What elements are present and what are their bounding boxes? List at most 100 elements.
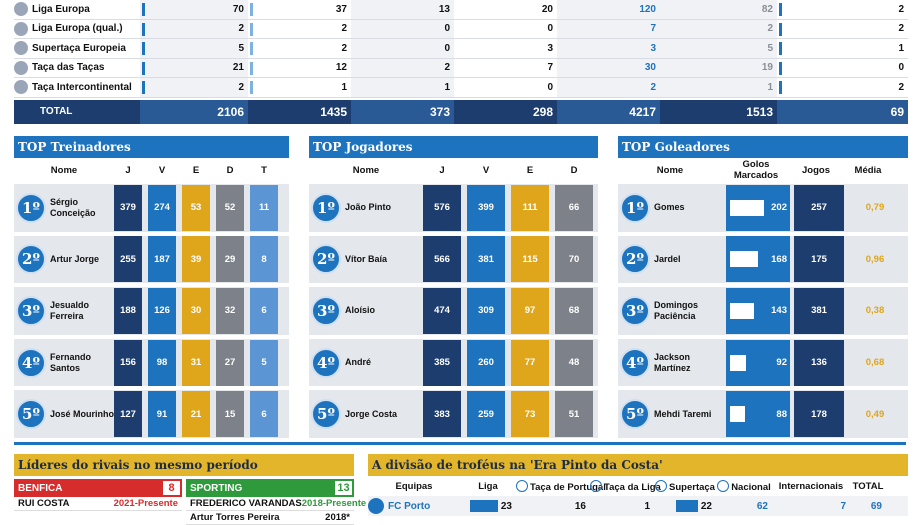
rank-badge: 1º — [311, 192, 341, 223]
competition-name: Liga Europa — [32, 3, 90, 15]
person-name: Artur Jorge — [50, 253, 100, 264]
trophy-value: 22 — [700, 500, 712, 512]
ranking-row: 1º João Pinto 576 399 111 66 — [309, 182, 598, 234]
person-name: Gomes — [654, 202, 685, 213]
total-value: 298 — [454, 99, 557, 124]
column-label: Taça de Portugal — [530, 481, 606, 493]
competition-value: 70 — [140, 0, 248, 19]
column-header: Equipas — [368, 481, 460, 492]
competition-icon — [655, 479, 668, 492]
divider — [14, 442, 906, 445]
ranking-row: 4º Fernando Santos 156 98 31 27 5 — [14, 337, 289, 389]
ranking-row: 2º Artur Jorge 255 187 39 29 8 — [14, 234, 289, 286]
rank-badge: 5º — [620, 399, 650, 430]
bar-tick — [250, 61, 253, 75]
competition-value: 21 — [140, 58, 248, 77]
bar-tick — [250, 42, 253, 55]
stat-cell: 6 — [250, 391, 278, 438]
person-name: José Mourinho — [50, 408, 115, 419]
column-header: Nome — [50, 164, 78, 176]
competition-value: 0 — [547, 81, 553, 93]
rank-badge: 2º — [311, 244, 341, 275]
benfica-column: BENFICA 8 RUI COSTA 2021-Presente — [14, 479, 182, 525]
column-header: Taça de Portugal — [516, 479, 606, 493]
trophy-cell: 7 — [772, 501, 850, 512]
stat-cell: 126 — [148, 287, 176, 334]
stat-cell: 8 — [250, 236, 278, 283]
top-treinadores-panel: TOP Treinadores Nome J V E D T 1º Sérgio Conce… — [14, 136, 289, 438]
rank-badge: 3º — [620, 295, 650, 326]
goals-fill — [730, 406, 745, 423]
column-header: TOTAL — [850, 481, 886, 492]
stat-cell: 381 — [467, 236, 505, 283]
competition-value: 2 — [140, 19, 248, 38]
person-name: Vítor Baía — [345, 253, 388, 264]
panel-title: TOP Jogadores — [309, 136, 598, 158]
competition-value: 3 — [557, 39, 660, 58]
person-name: Jardel — [654, 253, 681, 264]
trophy-icon — [14, 2, 28, 17]
column-headers: Nome J V E D T — [14, 158, 289, 182]
president-years: 2021-Presente — [113, 498, 178, 509]
rank-badge: 4º — [16, 347, 46, 378]
rank-badge: 1º — [620, 192, 650, 223]
total-value: 1513 — [660, 99, 777, 124]
stat-cell: 6 — [250, 287, 278, 334]
competition-value: 30 — [557, 58, 660, 77]
bar-tick — [142, 81, 145, 94]
club-count: 8 — [163, 481, 180, 495]
ranking-row: 4º Jackson Martínez 92 136 0,68 — [618, 337, 908, 389]
games-cell: 175 — [794, 236, 844, 283]
bar-tick — [779, 81, 782, 94]
column-label: Equipas — [395, 480, 433, 492]
competition-icon — [717, 479, 730, 492]
column-header: Golos Marcados — [733, 159, 779, 181]
top-jogadores-panel: TOP Jogadores Nome J V E D 1º João Pinto 576 39… — [309, 136, 598, 438]
person-name: Mehdi Taremi — [654, 408, 712, 419]
competition-row: Liga Europa (qual.) 2 2 0 0 7 2 2 — [14, 19, 908, 39]
trophies-title: A divisão de troféus na 'Era Pinto da Co… — [368, 454, 908, 476]
competition-row: Taça das Taças 21 12 2 7 30 19 0 — [14, 58, 908, 78]
stat-cell: 255 — [114, 236, 142, 283]
games-cell: 136 — [794, 339, 844, 386]
column-header: J — [439, 164, 445, 176]
trophy-value: 69 — [870, 500, 882, 512]
rank-badge: 5º — [311, 399, 341, 430]
total-value: 373 — [351, 99, 454, 124]
stat-cell: 385 — [423, 339, 461, 386]
stat-cell: 127 — [114, 391, 142, 438]
stat-cell: 27 — [216, 339, 244, 386]
trophy-cell: 23 — [460, 500, 516, 512]
goals-bar: 143 — [726, 287, 790, 334]
club-name: BENFICA — [18, 482, 63, 494]
column-label: TOTAL — [852, 480, 884, 492]
rank-badge: 4º — [311, 347, 341, 378]
competition-value: 1 — [248, 78, 351, 97]
team-cell: FC Porto — [368, 498, 460, 514]
ranking-row: 5º José Mourinho 127 91 21 15 6 — [14, 388, 289, 440]
competition-value: 2 — [351, 58, 454, 77]
trophy-icon — [14, 21, 28, 36]
goals-fill — [730, 354, 746, 371]
bar-tick — [250, 3, 253, 16]
sporting-header: SPORTING 13 — [186, 479, 354, 497]
stat-cell: 29 — [216, 236, 244, 283]
competitions-table: Liga Europa 70 37 13 20 120 82 2 Liga Europa (qu… — [14, 0, 908, 124]
person-name: Domingos Paciência — [654, 299, 698, 321]
stat-cell: 15 — [216, 391, 244, 438]
person-name: Jesualdo Ferreira — [50, 299, 90, 321]
competition-value: 12 — [248, 59, 351, 78]
fc-porto-crest-icon — [368, 498, 384, 514]
trophy-cell: 62 — [716, 501, 772, 512]
competition-value: 3 — [547, 42, 553, 54]
trophy-cell: 16 — [516, 501, 590, 512]
total-value: 69 — [777, 99, 908, 124]
rivals-panel: Líderes do rivais no mesmo período BENFI… — [14, 454, 366, 525]
competition-name: Liga Europa (qual.) — [32, 23, 123, 35]
games-cell: 178 — [794, 391, 844, 438]
club-name: SPORTING — [190, 482, 243, 494]
column-header: T — [261, 164, 267, 176]
trophy-icon — [14, 41, 28, 56]
stat-cell: 52 — [216, 184, 244, 231]
stat-cell: 70 — [555, 236, 593, 283]
